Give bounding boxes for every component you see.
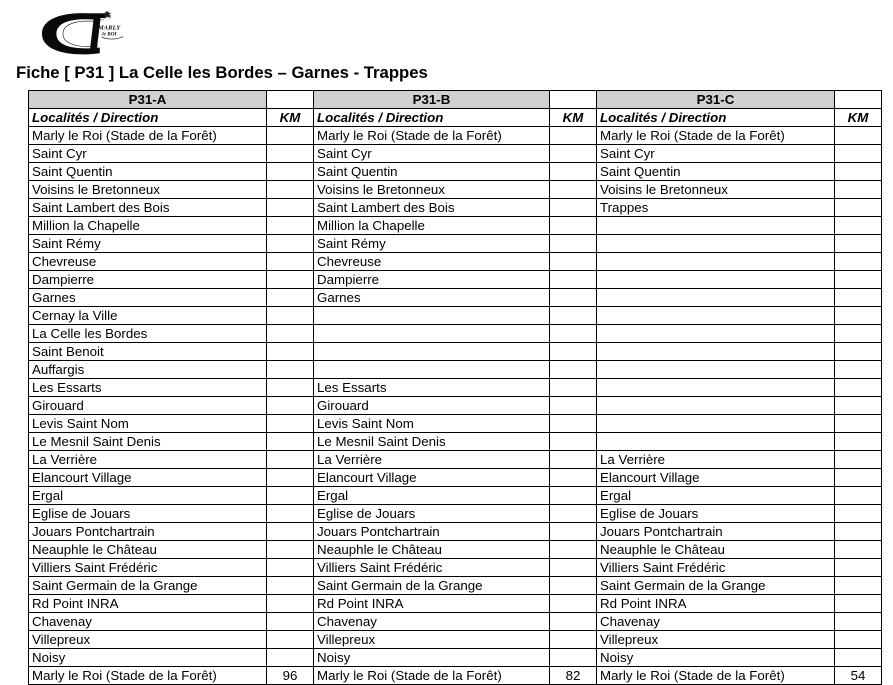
svg-text:MARLY: MARLY (97, 25, 121, 32)
svg-text:le ROI: le ROI (102, 32, 117, 38)
svg-text:1989: 1989 (101, 20, 105, 22)
